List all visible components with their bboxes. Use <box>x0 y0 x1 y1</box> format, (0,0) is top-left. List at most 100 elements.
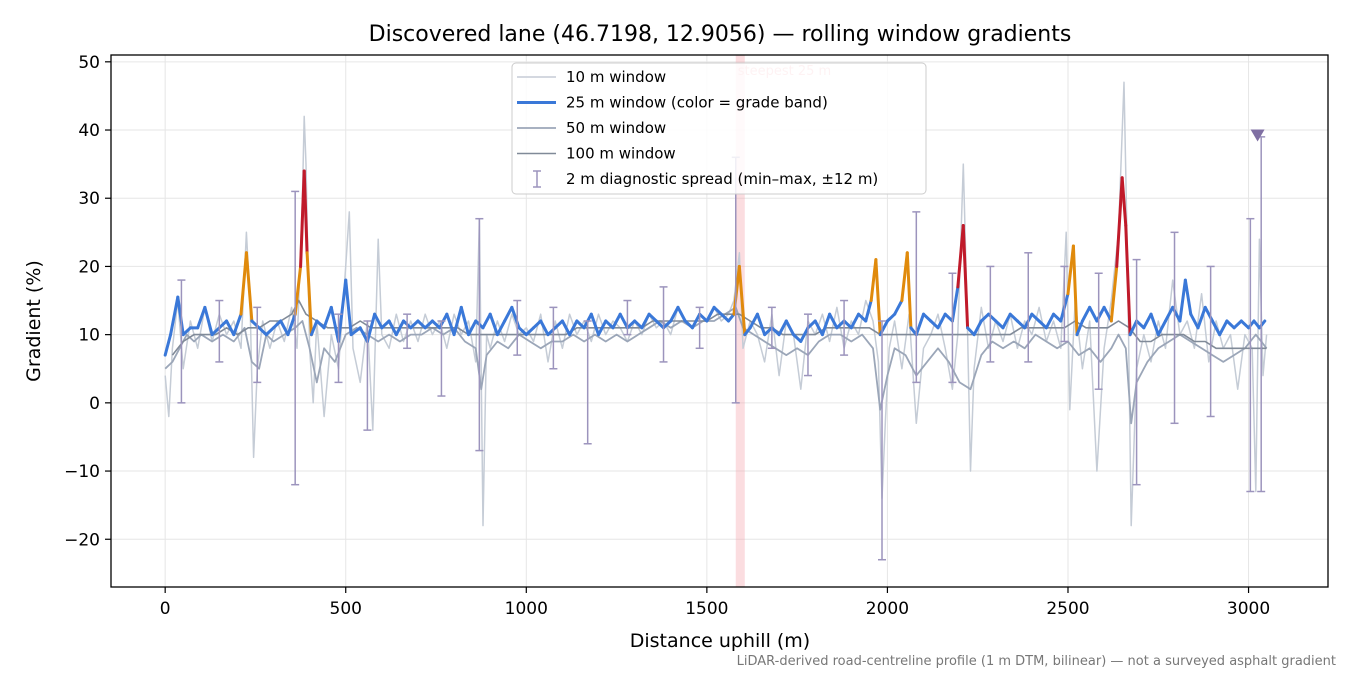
x-axis-ticks: 0 500 1000 1500 2000 2500 3000 <box>160 587 1270 619</box>
series-segment <box>503 305 514 323</box>
series-segment <box>799 326 810 343</box>
errorbar <box>1060 265 1069 343</box>
series-segment <box>929 319 940 330</box>
series-segment <box>874 258 882 337</box>
errorbar-layer <box>177 136 1266 561</box>
series-segment <box>481 312 492 330</box>
x-tick-label: 1500 <box>685 599 728 619</box>
errorbar <box>623 299 632 336</box>
series-segment <box>748 312 759 330</box>
x-tick-label: 500 <box>330 599 362 619</box>
errorbar <box>253 306 262 384</box>
errorbar <box>803 313 812 377</box>
series-segment <box>864 299 873 323</box>
series-segment <box>737 264 747 337</box>
errorbar <box>291 190 300 486</box>
series-segment <box>358 326 369 343</box>
series-segment <box>669 305 680 323</box>
series-segment <box>961 224 970 330</box>
series-segment <box>365 312 377 343</box>
legend-entry: 100 m window <box>517 145 676 163</box>
errorbar <box>475 217 484 452</box>
series-segment <box>777 319 788 337</box>
series-segment <box>922 312 933 323</box>
series-segment <box>1163 305 1175 323</box>
errorbar <box>695 306 704 350</box>
y-tick-label: 30 <box>78 189 100 209</box>
series-segment <box>181 326 192 337</box>
series-segment <box>640 312 651 330</box>
series-segment <box>315 319 326 330</box>
errorbar <box>1206 265 1215 418</box>
y-tick-label: −20 <box>64 530 100 550</box>
errorbar <box>1132 258 1141 486</box>
series-segment <box>905 251 913 330</box>
errorbar <box>878 320 887 561</box>
series-segment <box>849 312 861 330</box>
series-segment <box>994 319 1005 330</box>
series-segment <box>611 312 622 330</box>
series-segment <box>575 319 586 330</box>
series-segment <box>950 285 960 323</box>
errorbar <box>583 320 592 445</box>
series-segment <box>1008 312 1019 323</box>
series-segment <box>524 326 536 337</box>
series-segment <box>1088 305 1099 323</box>
series-segment <box>293 264 303 316</box>
series-segment <box>755 312 767 337</box>
series-segment <box>539 319 550 337</box>
series-segment <box>647 312 658 323</box>
endpoint-marker <box>1250 129 1265 142</box>
x-tick-label: 1000 <box>505 599 548 619</box>
series-segment <box>305 251 313 337</box>
x-tick-label: 0 <box>160 599 171 619</box>
errorbar <box>215 299 224 363</box>
series-segment <box>1109 264 1119 323</box>
series-segment <box>1015 319 1027 330</box>
series-segment <box>885 312 897 323</box>
errorbar <box>177 279 186 404</box>
series-segment <box>225 319 236 337</box>
series-segment <box>380 319 391 330</box>
series-segment <box>203 305 214 337</box>
series-segment <box>893 299 904 316</box>
series-segment <box>604 319 615 330</box>
series-segment <box>1218 319 1229 337</box>
legend-label: 100 m window <box>566 145 676 163</box>
series-segment <box>1232 319 1243 330</box>
series-segment <box>239 251 248 316</box>
errorbar <box>1024 252 1033 363</box>
y-tick-label: −10 <box>64 462 100 482</box>
series-segment <box>568 319 579 337</box>
series-segment <box>1257 319 1267 330</box>
series-segment <box>705 305 716 323</box>
series-segment <box>1001 312 1012 330</box>
y-axis-ticks: −20 −10 0 10 20 30 40 50 <box>64 53 111 550</box>
series-segment <box>344 278 353 337</box>
legend-entry: 2 m diagnostic spread (min–max, ±12 m) <box>533 170 878 188</box>
series-segment <box>683 319 694 330</box>
footnote: LiDAR-derived road-centreline profile (1… <box>737 654 1336 669</box>
series-segment <box>322 305 333 330</box>
legend-label: 50 m window <box>566 119 666 137</box>
errorbar <box>1246 217 1255 493</box>
y-tick-label: 50 <box>78 53 100 73</box>
series-segment <box>690 312 702 330</box>
series-segment <box>196 305 207 330</box>
series-segment <box>1183 278 1193 316</box>
series-segment <box>770 326 781 337</box>
series-segment <box>517 326 528 337</box>
series-segment <box>337 278 348 343</box>
series-segment <box>560 319 572 337</box>
series-segment <box>495 319 507 337</box>
series-segment <box>732 264 741 316</box>
series-segment <box>488 312 499 337</box>
series-segment <box>272 319 283 330</box>
legend-entry: 10 m window <box>517 68 666 86</box>
errorbar <box>334 313 343 384</box>
series-segment <box>712 305 723 316</box>
series-segment <box>792 333 803 343</box>
legend-entry: 50 m window <box>517 119 666 137</box>
x-tick-label: 2500 <box>1046 599 1089 619</box>
